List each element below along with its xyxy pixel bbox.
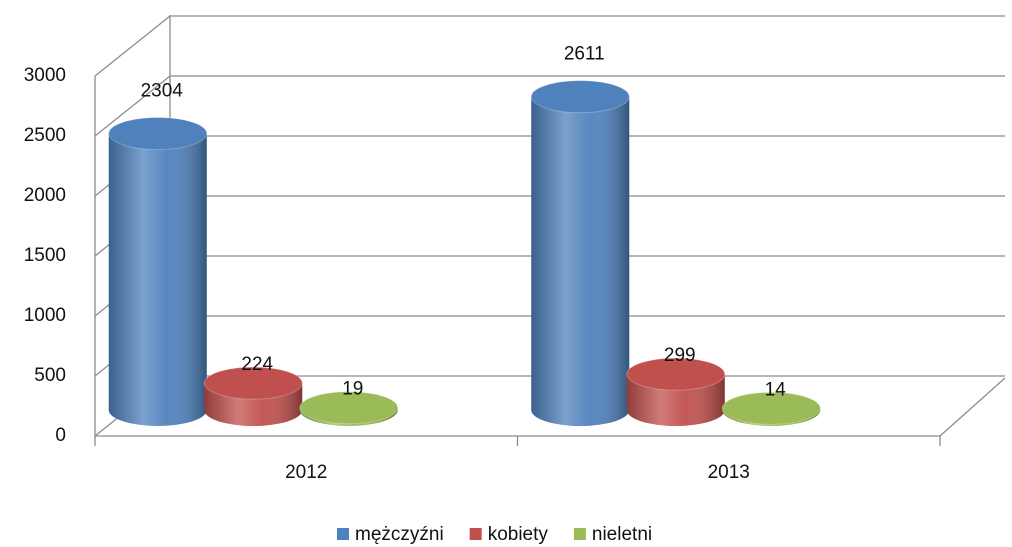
cylinder-top: [530, 80, 630, 114]
y-tick-label: 1500: [24, 245, 66, 266]
x-tick-label: 2012: [285, 462, 327, 483]
cylinder: [108, 117, 208, 426]
data-label: 2611: [564, 44, 605, 65]
cylinder-top: [203, 366, 303, 400]
legend-label: kobiety: [488, 524, 549, 545]
cylinder: [721, 391, 821, 426]
data-label: 299: [664, 345, 696, 366]
grid-line: [94, 15, 1005, 77]
cylinder-shade: [108, 133, 207, 426]
cylinder: [530, 80, 630, 427]
y-tick-label: 1000: [24, 305, 66, 326]
y-tick-label: 2500: [24, 125, 66, 146]
data-label: 14: [765, 379, 787, 400]
grid-line: [94, 75, 1005, 137]
legend-label: nieletni: [592, 524, 652, 545]
y-tick-label: 500: [34, 365, 66, 386]
cylinder: [299, 391, 399, 426]
cylinder-top: [299, 391, 399, 425]
data-label: 2304: [141, 81, 184, 102]
cylinder-top: [721, 391, 821, 425]
data-label: 224: [241, 354, 273, 375]
y-tick-label: 2000: [24, 185, 66, 206]
cylinder: [626, 357, 726, 426]
cylinder-shade: [531, 96, 630, 427]
cylinder: [203, 366, 303, 426]
y-tick-label: 0: [55, 425, 66, 446]
legend-swatch: [469, 528, 482, 540]
legend-swatch: [337, 528, 349, 540]
data-label: 19: [342, 379, 363, 400]
cylinder-top: [626, 357, 726, 391]
x-tick-label: 2013: [708, 462, 750, 483]
legend-swatch: [573, 528, 586, 540]
y-tick-label: 3000: [24, 65, 66, 86]
cylinder-top: [108, 117, 208, 151]
legend-label: mężczyźni: [355, 524, 444, 545]
floor-edge: [939, 377, 1006, 437]
